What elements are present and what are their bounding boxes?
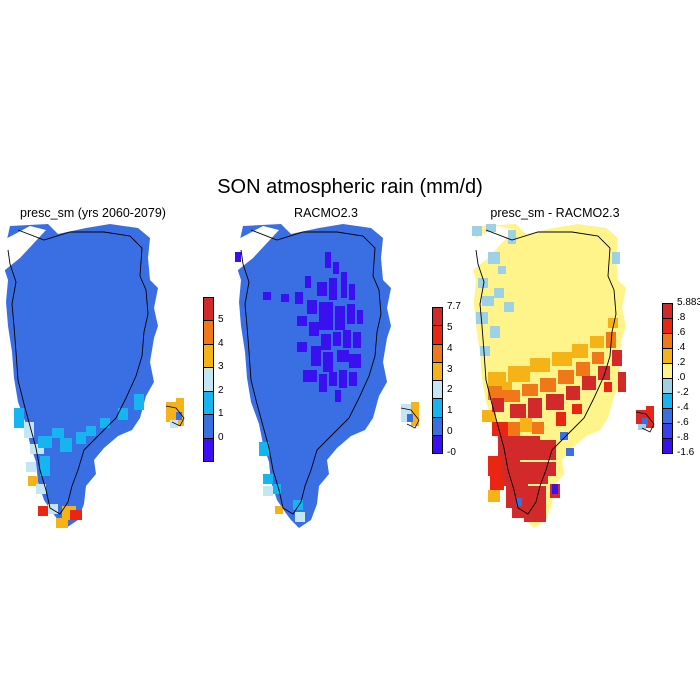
panel-1-map (0, 224, 185, 528)
colorbar-box (662, 363, 673, 379)
colorbar-box (662, 303, 673, 319)
colorbar-box (432, 343, 443, 363)
greenland-fill (2, 224, 158, 528)
colorbar-box (662, 348, 673, 364)
colorbar-label: -.4 (677, 402, 689, 413)
colorbar-label: -.6 (677, 417, 689, 428)
colorbar-box (432, 416, 443, 436)
panel-3-colorbar: -1.6 -.8 -.6 -.4 -.2 .0 .2 .4 .6 .8 5.883 (662, 298, 700, 458)
colorbar-label: 5 (218, 314, 224, 326)
colorbar-label: .0 (677, 372, 686, 383)
colorbar-label: .8 (677, 312, 686, 323)
colorbar-box (662, 333, 673, 349)
colorbar-label: 4 (447, 342, 453, 354)
colorbar-box (203, 390, 214, 416)
colorbar-label: -0 (447, 447, 456, 458)
panel-1-colorbar: 0 1 2 3 4 5 (203, 297, 243, 462)
colorbar-box (662, 378, 673, 394)
colorbar-label: 7.7 (447, 301, 461, 312)
colorbar-box (203, 320, 214, 345)
figure-title: SON atmospheric rain (mm/d) (217, 176, 483, 198)
colorbar-box (432, 325, 443, 345)
colorbar-label: 2 (447, 384, 453, 396)
colorbar-box (662, 318, 673, 334)
colorbar-label: 0 (218, 431, 224, 443)
colorbar-box (203, 297, 214, 322)
colorbar-box (662, 438, 673, 454)
colorbar-label: 5 (447, 321, 453, 333)
colorbar-label: -.2 (677, 387, 689, 398)
colorbar-label: 3 (447, 363, 453, 375)
colorbar-label: .4 (677, 342, 686, 353)
colorbar-box (203, 367, 214, 392)
colorbar-label: -1.6 (677, 447, 695, 458)
colorbar-box (432, 307, 443, 327)
colorbar-label: 1 (218, 408, 224, 420)
panel-3-title: presc_sm - RACMO2.3 (490, 206, 620, 220)
colorbar-box (432, 361, 443, 381)
colorbar-label: -.8 (677, 432, 689, 443)
colorbar-box (662, 423, 673, 439)
panel-3-map (468, 224, 655, 528)
colorbar-label: 5.883 (677, 297, 700, 308)
panel-1-title: presc_sm (yrs 2060-2079) (20, 206, 166, 220)
colorbar-box (203, 343, 214, 369)
colorbar-box (432, 380, 443, 400)
colorbar-box (662, 408, 673, 424)
colorbar-box (432, 434, 443, 454)
colorbar-label: 3 (218, 361, 224, 373)
colorbar-box (203, 437, 214, 462)
colorbar-box (662, 393, 673, 409)
colorbar-box (203, 414, 214, 439)
colorbar-label: .2 (677, 357, 686, 368)
panel-2-title: RACMO2.3 (294, 206, 358, 220)
colorbar-label: .6 (677, 327, 686, 338)
panel-2-map (233, 224, 420, 528)
colorbar-label: 0 (447, 426, 453, 438)
colorbar-label: 4 (218, 337, 224, 349)
colorbar-box (432, 398, 443, 418)
colorbar-label: 1 (447, 405, 453, 417)
colorbar-label: 2 (218, 384, 224, 396)
panel-2-colorbar: -0 0 1 2 3 4 5 7.7 (432, 302, 472, 458)
